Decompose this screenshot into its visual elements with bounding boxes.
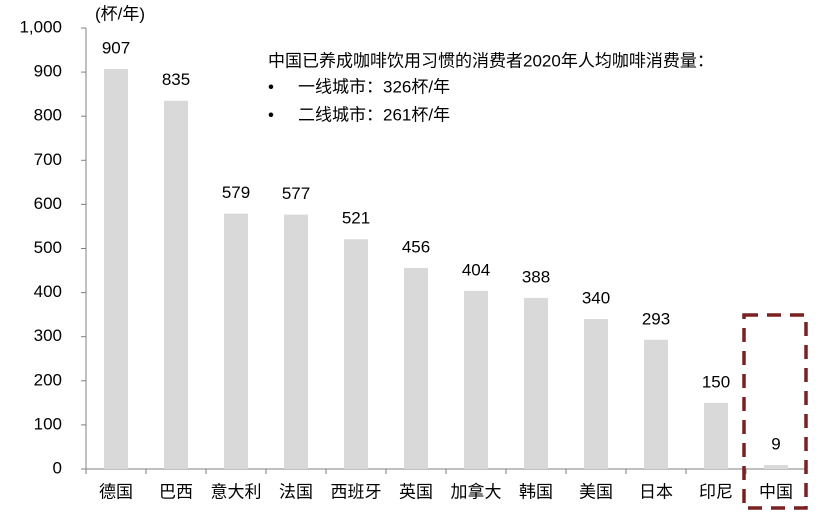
y-tick-label: 600: [34, 194, 62, 213]
x-tick-label: 法国: [279, 482, 313, 501]
y-tick-label: 900: [34, 62, 62, 81]
x-tick-label: 西班牙: [331, 482, 382, 501]
y-tick-label: 300: [34, 326, 62, 345]
value-label: 835: [162, 70, 190, 89]
value-label: 907: [102, 38, 130, 57]
value-label: 388: [522, 267, 550, 286]
bar: [404, 267, 428, 469]
x-tick-label: 加拿大: [451, 481, 502, 501]
x-tick-label: 日本: [639, 482, 673, 501]
value-label: 293: [642, 309, 670, 328]
value-label: 404: [462, 260, 490, 279]
bar: [524, 297, 548, 469]
highlight-box: [742, 313, 808, 510]
bar: [224, 213, 248, 469]
x-tick-label: 德国: [99, 482, 133, 501]
x-tick-label: 巴西: [159, 482, 193, 501]
y-tick-label: 800: [34, 106, 62, 125]
bullet: •: [268, 105, 274, 124]
bar: [344, 239, 368, 469]
y-tick-label: 1,000: [19, 17, 62, 36]
bar: [584, 319, 608, 469]
y-tick-label: 400: [34, 282, 62, 301]
value-label: 9: [771, 435, 780, 454]
y-tick-label: 700: [34, 150, 62, 169]
value-label: 579: [222, 183, 250, 202]
bar: [764, 465, 788, 469]
bar: [104, 69, 128, 469]
annotation-item: 二线城市：261杯/年: [298, 105, 450, 124]
x-tick-label: 印尼: [699, 482, 733, 501]
value-label: 577: [282, 184, 310, 203]
y-tick-label: 0: [53, 458, 62, 477]
annotation-item: 一线城市：326杯/年: [298, 77, 450, 96]
bullet: •: [268, 77, 274, 96]
x-tick-label: 英国: [399, 482, 433, 501]
bar: [164, 100, 188, 469]
bar: [704, 402, 728, 469]
y-tick-label: 500: [34, 238, 62, 257]
x-tick-label: 韩国: [519, 482, 553, 501]
bar: [284, 214, 308, 469]
y-tick-label: 200: [34, 370, 62, 389]
unit-label: (杯/年): [95, 4, 145, 23]
value-label: 340: [582, 289, 610, 308]
y-tick-label: 100: [34, 414, 62, 433]
value-label: 150: [702, 372, 730, 391]
bar: [464, 290, 488, 469]
value-label: 521: [342, 209, 370, 228]
value-label: 456: [402, 237, 430, 256]
bar: [644, 339, 668, 469]
x-tick-label: 意大利: [211, 482, 262, 501]
annotation-heading: 中国已养成咖啡饮用习惯的消费者2020年人均咖啡消费量：: [268, 51, 714, 70]
x-tick-label: 中国: [759, 482, 793, 501]
x-tick-label: 美国: [579, 482, 613, 501]
